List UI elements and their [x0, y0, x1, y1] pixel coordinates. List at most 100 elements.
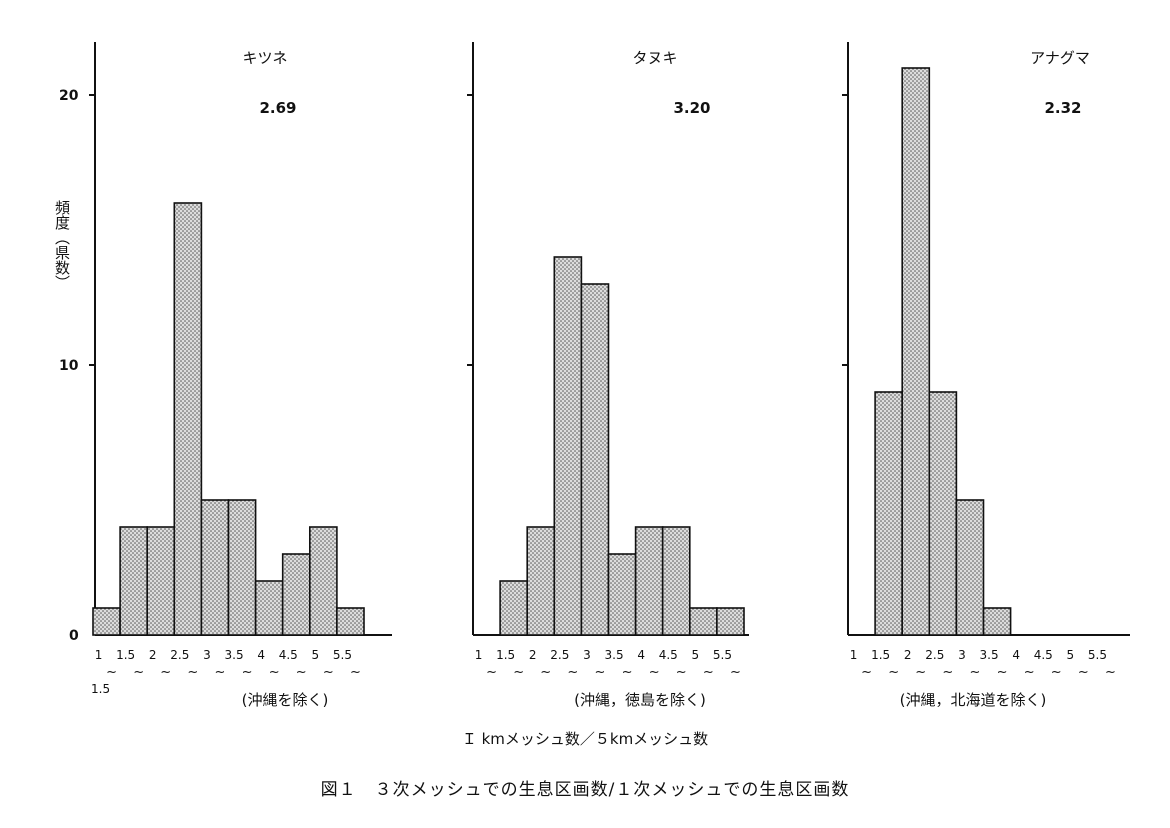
x-tick-label: 1	[850, 648, 858, 662]
bar-5.5	[336, 607, 365, 636]
x-tick-label: 5	[692, 648, 700, 662]
x-range-end-label: 1.5	[91, 682, 110, 696]
panel-title: キツネ	[242, 49, 287, 67]
chart-panel-3: 1 1.5 2 2.5 3 3.5 4 4.5 5 5.5 ~ ~ ~ ~ ~ ~ ~ ~ ~ ~ アナグマ 2.32 (沖…	[842, 42, 1130, 709]
bar-1.5	[874, 391, 903, 636]
x-tilde-mark: ~	[160, 665, 171, 680]
bar-1	[92, 607, 121, 636]
exclusion-note: (沖縄，北海道を除く)	[900, 691, 1047, 709]
x-axis-label: Ｉ kmメッシュ数／５kmメッシュ数	[462, 730, 708, 748]
x-tilde-mark: ~	[915, 665, 926, 680]
x-tilde-mark: ~	[942, 665, 953, 680]
x-tick-label: 4.5	[659, 648, 678, 662]
x-tilde-mark: ~	[649, 665, 660, 680]
bar-1.5	[499, 580, 529, 636]
x-tilde-mark: ~	[1078, 665, 1089, 680]
chart-panel-2: 1 1.5 2 2.5 3 3.5 4 4.5 5 5.5 ~ ~ ~ ~ ~ ~ ~ ~ ~ ~ タヌキ 3.20 (沖縄…	[467, 42, 749, 709]
bar-2	[146, 526, 176, 636]
x-tick-label: 5.5	[333, 648, 352, 662]
bar-4	[254, 580, 284, 636]
x-tilde-mark: ~	[1024, 665, 1035, 680]
x-tick-label: 1.5	[496, 648, 515, 662]
bar-4.5	[661, 526, 691, 636]
x-tick-label: 2	[529, 648, 537, 662]
exclusion-note: (沖縄，徳島を除く)	[574, 691, 706, 709]
x-tilde-mark: ~	[567, 665, 578, 680]
x-tick-label: 3	[203, 648, 211, 662]
x-tilde-mark: ~	[861, 665, 872, 680]
x-tilde-mark: ~	[888, 665, 899, 680]
x-tilde-mark: ~	[513, 665, 524, 680]
bar-1.5	[119, 526, 148, 636]
x-tilde-mark: ~	[1105, 665, 1116, 680]
x-tick-label: 3.5	[605, 648, 624, 662]
bar-2	[901, 67, 931, 636]
chart-panel-1: 0 10 20 1 1.5 2 2.5 3 3.5 4 4.5 5 5.5 ~ ~ ~ ~ ~ ~ ~ ~ ~ ~1.5 キツ…	[59, 42, 392, 709]
x-tick-label: 5.5	[1088, 648, 1107, 662]
x-tick-label: 4.5	[279, 648, 298, 662]
bar-2	[526, 526, 556, 636]
x-tick-label: 2.5	[925, 648, 944, 662]
y-tick-label: 20	[59, 88, 79, 104]
x-tilde-mark: ~	[594, 665, 605, 680]
bar-3.5	[607, 553, 637, 636]
x-tilde-mark: ~	[133, 665, 144, 680]
x-tick-label: 4	[637, 648, 645, 662]
bar-4	[634, 526, 664, 636]
x-tilde-mark: ~	[242, 665, 253, 680]
x-tick-label: 4	[257, 648, 265, 662]
x-tick-label: 1	[475, 648, 483, 662]
x-tick-label: 5.5	[713, 648, 732, 662]
x-tick-label: 2.5	[550, 648, 569, 662]
x-tilde-mark: ~	[269, 665, 280, 680]
x-tilde-mark: ~	[350, 665, 361, 680]
bar-3	[955, 499, 985, 636]
bar-3.5	[227, 499, 257, 636]
bar-4.5	[281, 553, 311, 636]
x-tilde-mark: ~	[214, 665, 225, 680]
bar-2.5	[553, 256, 583, 636]
panel-mean-value: 3.20	[673, 99, 710, 117]
x-tick-label: 3	[958, 648, 966, 662]
x-tilde-mark: ~	[730, 665, 741, 680]
x-tick-label: 1.5	[116, 648, 135, 662]
figure-caption: 図１ ３次メッシュでの生息区画数/１次メッシュでの生息区画数	[321, 780, 850, 800]
x-tick-label: 2	[149, 648, 157, 662]
bar-3	[200, 499, 230, 636]
x-tick-label: 2.5	[170, 648, 189, 662]
x-tilde-mark: ~	[997, 665, 1008, 680]
y-axis-label: 頻度（県数）	[53, 200, 71, 290]
x-tick-label: 2	[904, 648, 912, 662]
x-tick-label: 3	[583, 648, 591, 662]
bar-5.5	[716, 607, 745, 636]
x-tilde-mark: ~	[486, 665, 497, 680]
x-tilde-mark: ~	[703, 665, 714, 680]
x-tilde-mark: ~	[540, 665, 551, 680]
x-tilde-mark: ~	[296, 665, 307, 680]
panel-mean-value: 2.32	[1044, 99, 1081, 117]
bar-2.5	[173, 202, 203, 636]
bar-2.5	[928, 391, 958, 636]
panel-mean-value: 2.69	[259, 99, 296, 117]
x-tick-label: 1.5	[871, 648, 890, 662]
bar-3	[580, 283, 610, 636]
x-tick-label: 5	[312, 648, 320, 662]
x-tilde-mark: ~	[1051, 665, 1062, 680]
x-tick-label: 4.5	[1034, 648, 1053, 662]
y-tick-label: 10	[59, 358, 79, 374]
x-tick-label: 1	[95, 648, 103, 662]
x-tick-label: 3.5	[980, 648, 999, 662]
x-tilde-mark: ~	[676, 665, 687, 680]
x-tilde-mark: ~	[187, 665, 198, 680]
x-tick-label: 3.5	[225, 648, 244, 662]
bar-5	[308, 526, 338, 636]
y-tick-label: 0	[69, 628, 79, 644]
x-tilde-mark: ~	[106, 665, 117, 680]
bar-3.5	[982, 607, 1012, 636]
x-tilde-mark: ~	[969, 665, 980, 680]
x-tick-label: 5	[1067, 648, 1075, 662]
x-tilde-mark: ~	[622, 665, 633, 680]
x-tilde-mark: ~	[323, 665, 334, 680]
exclusion-note: (沖縄を除く)	[242, 691, 329, 709]
